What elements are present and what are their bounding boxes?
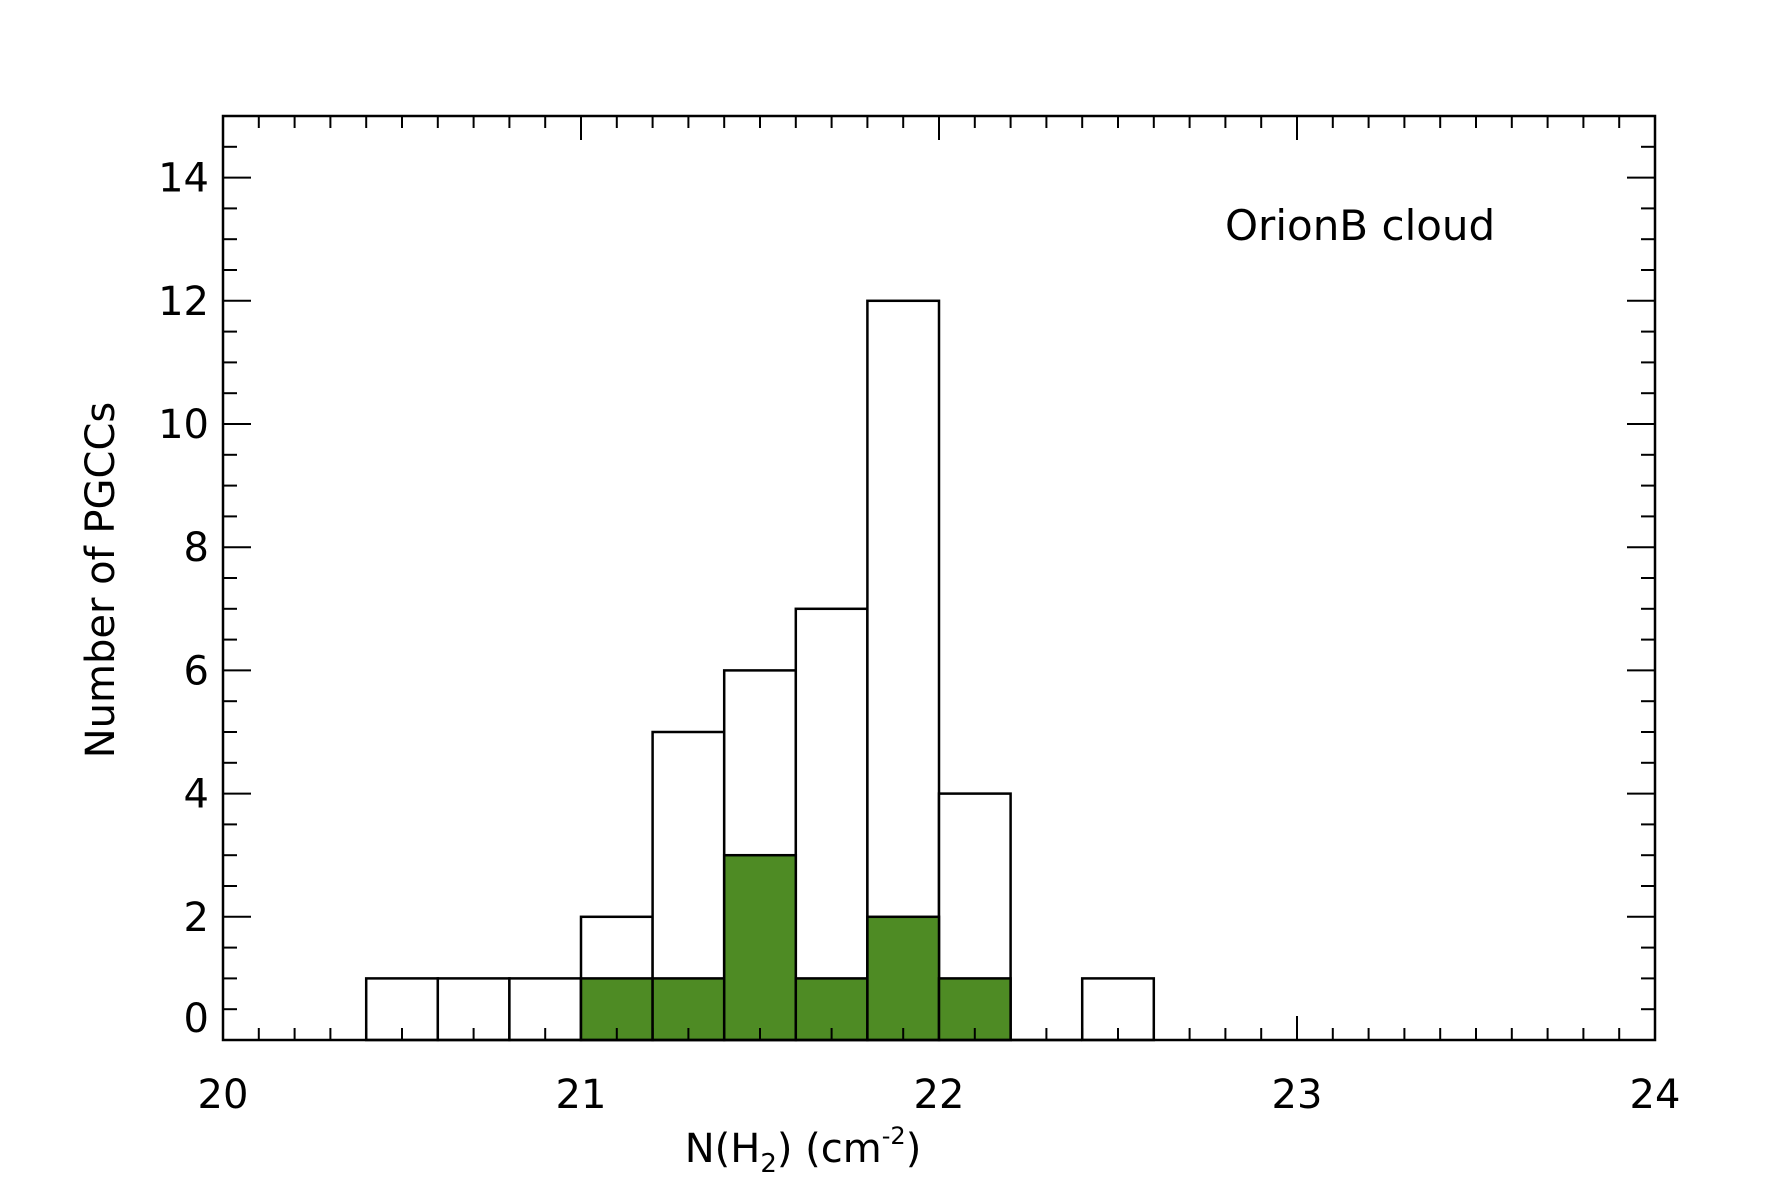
axis-ticks — [222, 115, 1656, 1041]
cloud-annotation: OrionB cloud — [1225, 201, 1495, 250]
y-tick-labels: 0 2 4 6 8 10 12 14 — [158, 156, 209, 1042]
x-tick-label: 23 — [1272, 1072, 1323, 1118]
x-tick-label: 22 — [914, 1072, 965, 1118]
y-tick-label: 14 — [158, 156, 209, 202]
y-tick-label: 6 — [184, 648, 209, 694]
bar-subset-5 — [722, 853, 798, 1042]
y-tick-label: 10 — [158, 402, 209, 448]
x-axis-label: N(H2) (cm-2) — [685, 1122, 922, 1179]
y-tick-label: 2 — [184, 895, 209, 941]
x-tick-label: 20 — [198, 1072, 249, 1118]
y-tick-label: 4 — [184, 772, 209, 818]
x-tick-label: 24 — [1630, 1072, 1681, 1118]
x-tick-label: 21 — [556, 1072, 607, 1118]
y-axis-label: Number of PGCCs — [78, 402, 124, 758]
y-tick-label: 12 — [158, 279, 209, 325]
y-tick-label: 0 — [184, 996, 209, 1042]
bar-total-6 — [794, 607, 869, 1042]
x-tick-labels: 20 21 22 23 24 — [198, 1072, 1681, 1118]
y-tick-label: 8 — [184, 525, 209, 571]
bar-subset-7 — [866, 915, 941, 1042]
